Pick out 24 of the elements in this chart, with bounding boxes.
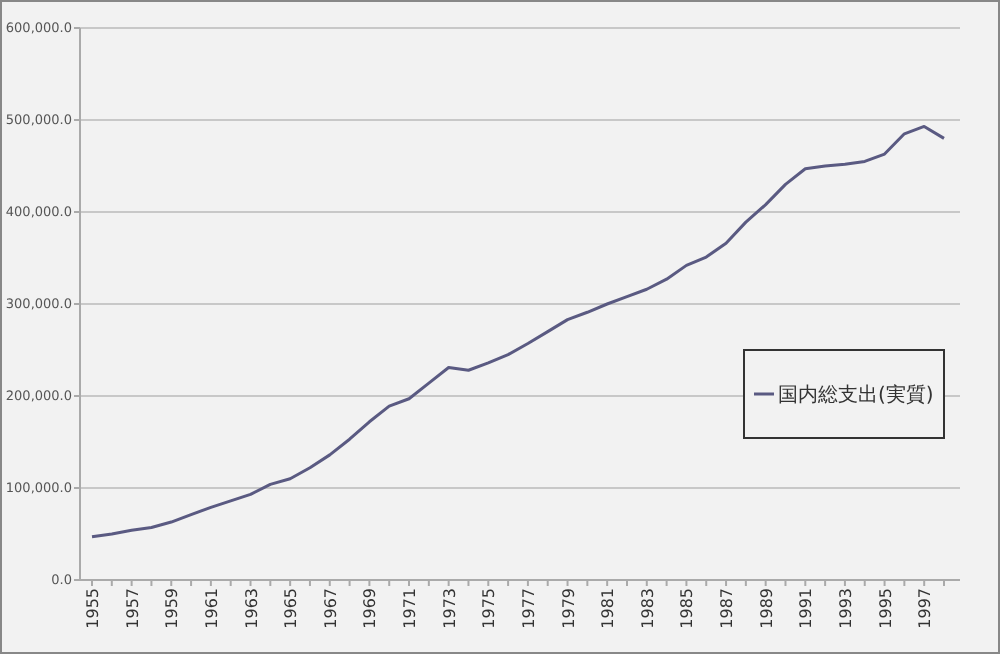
legend-label: 国内総支出(実質) (778, 383, 934, 407)
x-tick-label: 1967 (321, 588, 340, 629)
x-tick-label: 1971 (401, 588, 420, 629)
x-tick-label: 1993 (836, 588, 855, 629)
x-tick-label: 1955 (84, 588, 102, 629)
x-tick-label: 1961 (202, 588, 221, 629)
x-tick-label: 1957 (123, 588, 142, 629)
x-tick-label: 1997 (916, 588, 935, 629)
x-tick-label: 1975 (480, 588, 499, 629)
x-tick-label: 1981 (599, 588, 618, 629)
x-tick-label: 1991 (797, 588, 816, 629)
x-tick-label: 1965 (282, 588, 301, 629)
x-tick-label: 1989 (757, 588, 776, 629)
x-tick-label: 1977 (519, 588, 538, 629)
x-tick-label: 1985 (678, 588, 697, 629)
x-tick-label: 1995 (876, 588, 895, 629)
x-tick-label: 1959 (163, 588, 182, 629)
line-series (90, 124, 946, 539)
x-tick-label: 1963 (242, 588, 261, 629)
x-tick-label: 1979 (559, 588, 578, 629)
x-tick-label: 1987 (718, 588, 737, 629)
x-tick-label: 1969 (361, 588, 380, 629)
x-tick-label: 1973 (440, 588, 459, 629)
x-tick-label: 1983 (638, 588, 657, 629)
